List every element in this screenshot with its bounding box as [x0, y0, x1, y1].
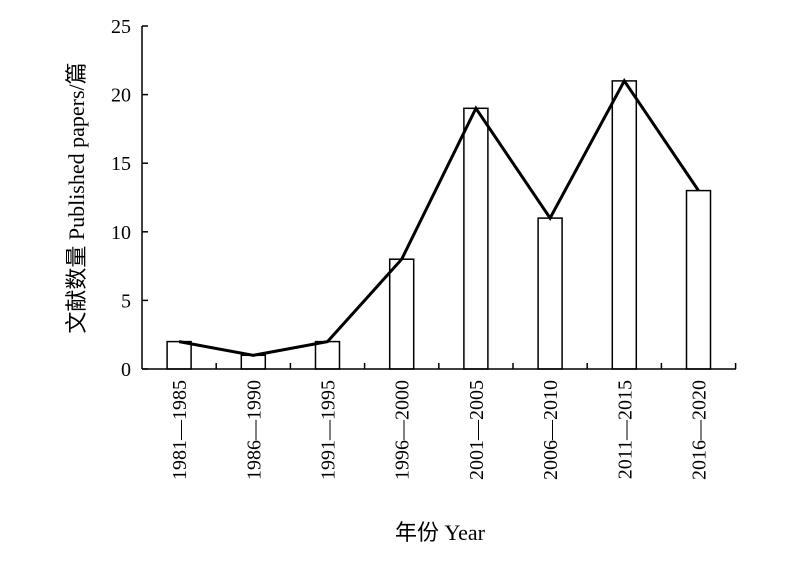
x-tick-label-1996—2000: 1996—2000 [392, 380, 414, 480]
bar-1981—1985 [166, 340, 192, 370]
trend-line [178, 78, 700, 357]
x-tick-label-1986—1990: 1986—1990 [243, 380, 265, 480]
y-tick-label-5: 5 [121, 290, 131, 312]
bar-1996—2000 [388, 258, 415, 370]
y-tick-label-15: 15 [111, 153, 131, 175]
bar-2006—2010 [537, 217, 563, 370]
y-tick-label-20: 20 [111, 85, 131, 107]
y-tick-label-25: 25 [111, 16, 131, 38]
x-tick-label-2006—2010: 2006—2010 [540, 380, 562, 480]
y-axis-title: 文献数量 Published papers/篇 [64, 62, 89, 333]
ticks-group: 0 5 10 15 20 25 [111, 16, 737, 381]
x-tick-label-2001—2005: 2001—2005 [466, 380, 488, 480]
y-tick-label-0: 0 [121, 359, 131, 381]
bar-1991—1995 [314, 340, 341, 370]
category-labels-group: 1981—1985 1986—1990 1991—1995 1996—2000 2001… [169, 380, 710, 480]
bar-2016—2020 [685, 189, 712, 370]
x-tick-label-1981—1985: 1981—1985 [169, 380, 191, 480]
axes-group [141, 26, 736, 370]
bars-group [166, 80, 712, 370]
x-axis-title: 年份 Year [395, 520, 486, 545]
bar-2011—2015 [611, 80, 638, 370]
x-tick-label-2016—2020: 2016—2020 [689, 380, 711, 480]
x-tick-label-1991—1995: 1991—1995 [318, 380, 340, 480]
x-tick-label-2011—2015: 2011—2015 [614, 380, 636, 479]
bar-2001—2005 [463, 107, 489, 370]
bar-1986—1990 [240, 354, 267, 370]
y-tick-label-10: 10 [111, 222, 131, 244]
trend-line-group [178, 78, 700, 357]
